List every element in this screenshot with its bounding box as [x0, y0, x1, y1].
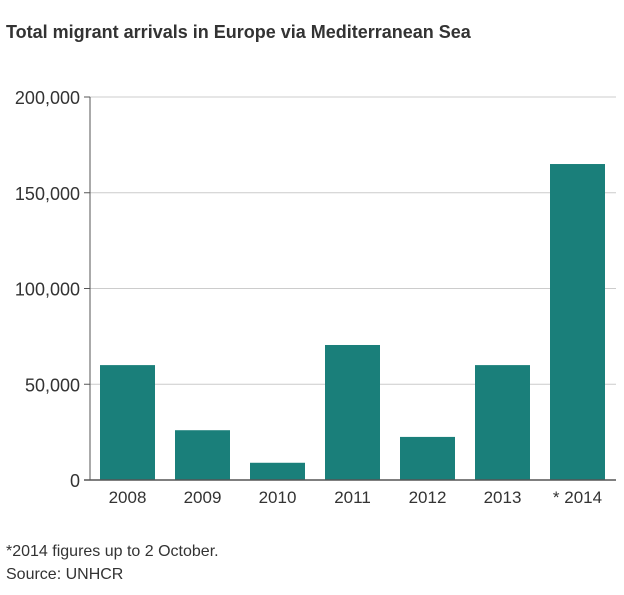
y-axis-tick-labels: 0 50,000 100,000 150,000 200,000 — [15, 88, 80, 491]
bar — [400, 436, 455, 480]
x-tick-label: * 2014 — [553, 488, 602, 507]
y-tick-label: 150,000 — [15, 184, 80, 204]
footnotes: *2014 figures up to 2 October. Source: U… — [6, 540, 219, 586]
y-tick-label: 0 — [70, 471, 80, 491]
footnote-2014: *2014 figures up to 2 October. — [6, 543, 219, 560]
x-axis-tick-labels: 2008 2009 2010 2011 2012 2013 * 2014 — [109, 488, 603, 507]
y-tick-label: 100,000 — [15, 280, 80, 300]
axes — [84, 96, 616, 481]
x-tick-label: 2009 — [184, 488, 222, 507]
source-note: Source: UNHCR — [6, 566, 124, 583]
x-tick-label: 2008 — [109, 488, 147, 507]
bar — [100, 365, 155, 480]
bar — [475, 365, 530, 480]
bar — [250, 462, 305, 480]
bars — [100, 164, 605, 480]
bar — [325, 344, 380, 480]
x-tick-label: 2011 — [334, 488, 371, 507]
y-tick-label: 200,000 — [15, 88, 80, 108]
chart-title: Total migrant arrivals in Europe via Med… — [6, 22, 471, 42]
x-tick-label: 2012 — [409, 488, 447, 507]
bar — [550, 164, 605, 480]
x-tick-label: 2010 — [259, 488, 297, 507]
y-tick-label: 50,000 — [25, 375, 80, 395]
bar — [175, 430, 230, 480]
x-tick-label: 2013 — [484, 488, 522, 507]
gridlines — [90, 96, 616, 385]
